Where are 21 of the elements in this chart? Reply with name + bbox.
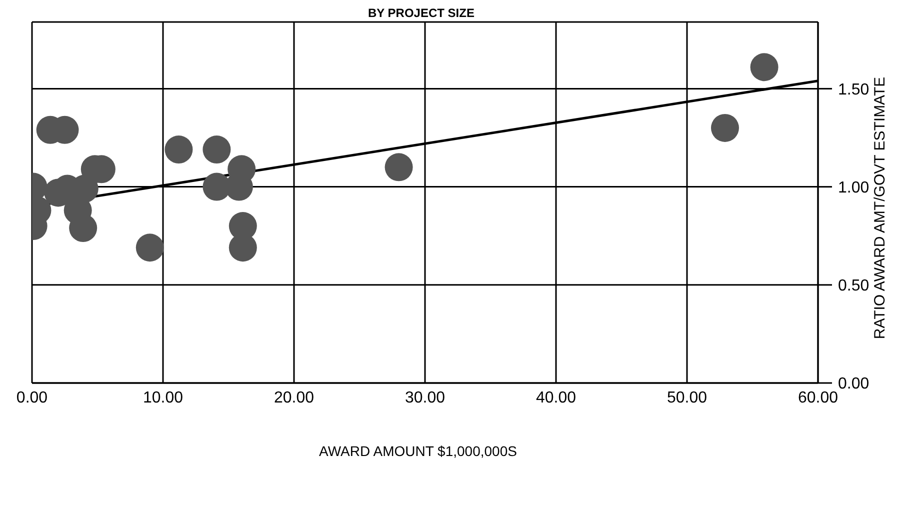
point [710, 114, 739, 142]
x-tick-label: 60.00 [798, 389, 838, 406]
y-tick-label: 1.50 [838, 81, 870, 98]
y-tick-label: 1.00 [838, 179, 870, 196]
x-tick-label: 40.00 [536, 389, 576, 406]
chart-title: BY PROJECT SIZE [368, 6, 474, 20]
x-tick-label: 10.00 [142, 389, 184, 406]
point [69, 214, 98, 242]
point [164, 136, 193, 164]
point [136, 234, 164, 262]
x-tick-label: 30.00 [404, 389, 446, 406]
x-tick-label: 0.00 [16, 389, 48, 406]
x-tick-label: 50.00 [666, 389, 708, 406]
point [202, 136, 231, 164]
point [384, 153, 413, 182]
point [750, 53, 778, 82]
x-tick-label: 20.00 [274, 389, 314, 406]
x-axis-title: AWARD AMOUNT $1,000,000S [318, 443, 518, 459]
y-tick-label: 0.00 [838, 376, 870, 393]
y-axis-title: RATIO AWARD AMT/GOVT ESTIMATE [872, 76, 888, 340]
y-tick-label: 0.50 [838, 278, 870, 295]
